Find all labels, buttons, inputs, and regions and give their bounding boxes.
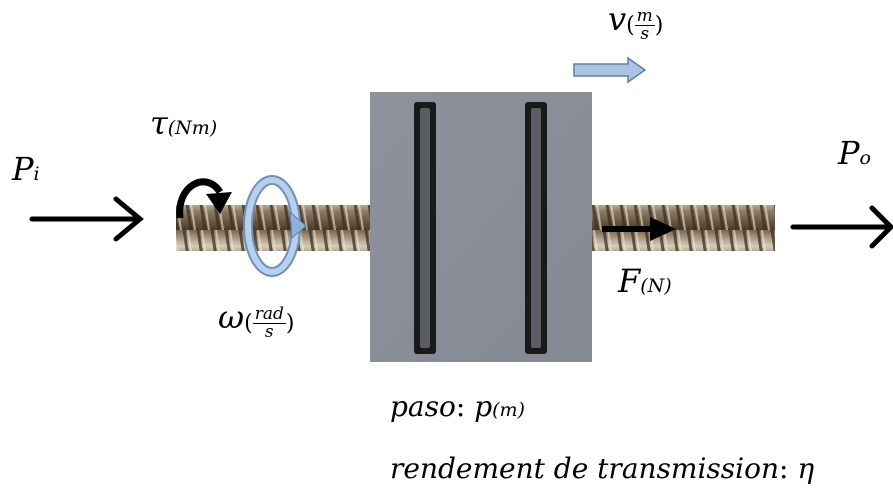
force-label: F(N): [618, 262, 672, 300]
nut-block: [370, 92, 592, 362]
velocity-label: v(m s): [608, 0, 664, 44]
angular-velocity-label: ω(rad s): [218, 298, 295, 342]
velocity-arrow: [573, 56, 647, 84]
torque-arrow: [176, 178, 232, 219]
power-in-label: Pi: [12, 150, 40, 188]
torque-label: τ(Nm): [150, 104, 218, 142]
angular-velocity-icon: [243, 175, 307, 277]
screw-left: [176, 205, 372, 251]
power-out-label: Po: [838, 134, 871, 172]
force-arrow: [602, 217, 676, 241]
pitch-caption: paso: p(m): [390, 390, 525, 423]
power-out-arrow: [790, 205, 893, 249]
efficiency-caption: rendement de transmission: η: [390, 452, 815, 485]
power-in-arrow: [29, 196, 144, 242]
